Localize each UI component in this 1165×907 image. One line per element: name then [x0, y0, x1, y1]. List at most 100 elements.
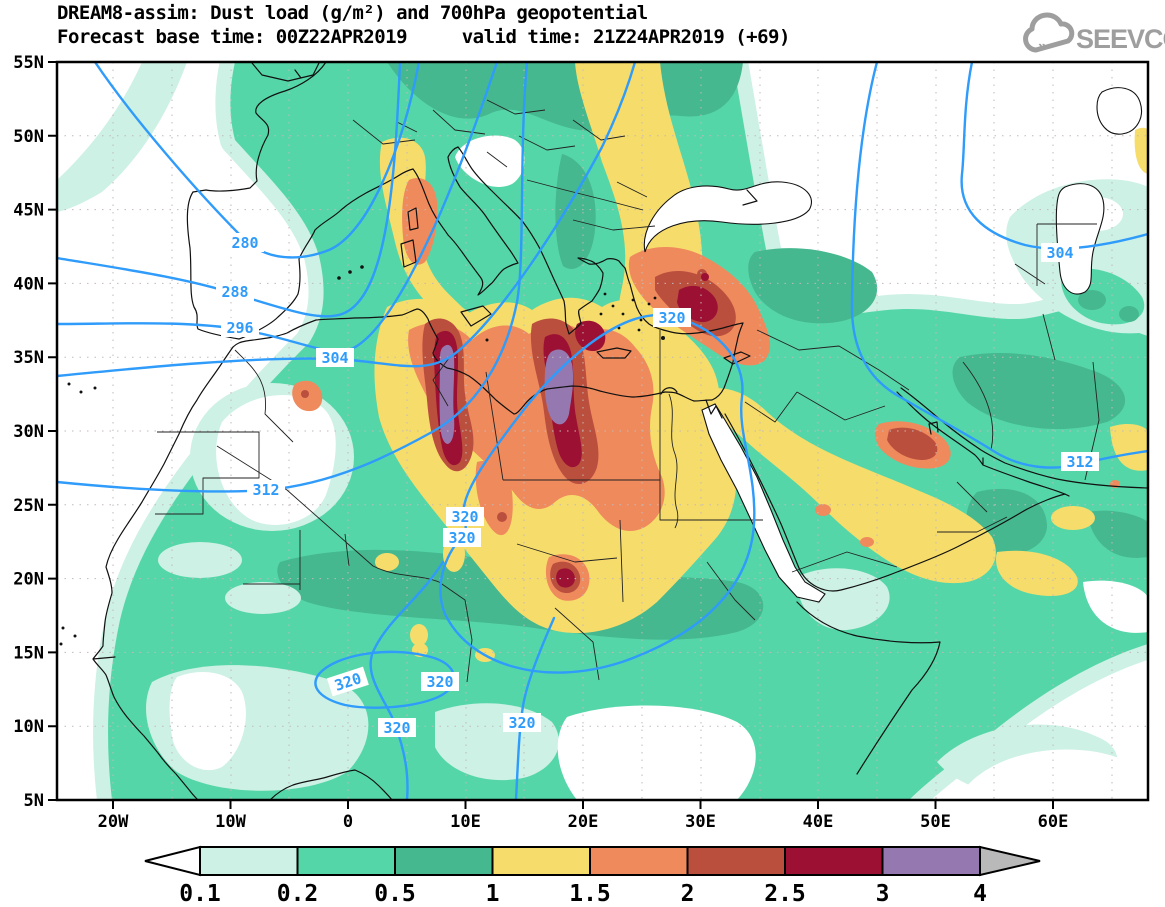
crimea-peninsula	[742, 189, 758, 206]
lat-label: 40N	[13, 274, 44, 294]
europe-borders	[352, 99, 656, 231]
lat-label: 30N	[13, 422, 44, 442]
page-title: DREAM8-assim: Dust load (g/m²) and 700hP…	[57, 2, 648, 24]
contour-label-312-west: 312	[247, 480, 285, 499]
sicily	[460, 305, 492, 327]
west-africa-coast	[92, 346, 234, 800]
aegean-islands	[59, 265, 665, 646]
caspian-sea	[1055, 183, 1105, 295]
logo-text: SEEVCCC	[1076, 24, 1165, 54]
colorbar-tick: 0.2	[277, 881, 319, 907]
seevccc-logo: » SEEVCCC	[1023, 12, 1165, 55]
lon-axis: 20W 10W 0 10E 20E 30E 40E 50E 60E	[98, 812, 1069, 832]
contour-label-288: 288	[216, 282, 254, 301]
contour-label-296: 296	[221, 318, 259, 337]
lon-label: 20W	[98, 812, 129, 832]
colorbar-tick: 1.5	[569, 881, 611, 907]
lat-label: 20N	[13, 570, 44, 590]
sahara-borders	[155, 330, 763, 683]
lon-label: 60E	[1038, 812, 1069, 832]
svg-text:280: 280	[231, 234, 258, 252]
svg-text:312: 312	[1066, 453, 1093, 471]
crete	[596, 347, 632, 359]
svg-text:304: 304	[321, 349, 348, 367]
colorbar-tick: 1	[486, 881, 500, 907]
colorbar-tick: 3	[876, 881, 890, 907]
colorbar-tick: 2.5	[764, 881, 806, 907]
lat-label: 35N	[13, 348, 44, 368]
contour-label-320-south-d: 320	[503, 713, 541, 732]
lon-label: 30E	[685, 812, 716, 832]
svg-text:296: 296	[226, 319, 253, 337]
contour-label-320-aegean: 320	[653, 308, 691, 327]
lon-label: 50E	[920, 812, 951, 832]
contour-label-304-west: 304	[316, 348, 354, 367]
colorbar-cell	[589, 846, 689, 876]
colorbar-cell	[881, 846, 981, 876]
colorbar-tick: 2	[681, 881, 695, 907]
north-africa-coast	[232, 308, 666, 415]
graticule	[57, 62, 1148, 800]
contour-labels: 280 288 296 304 312 320 320 320 304 312 …	[216, 233, 1099, 737]
italy-coast	[412, 146, 519, 296]
iberia-coast	[186, 168, 414, 340]
lon-label: 40E	[803, 812, 834, 832]
lon-label: 10E	[450, 812, 481, 832]
lat-label: 10N	[13, 717, 44, 737]
france-west-coast	[192, 62, 327, 193]
mideast-borders	[744, 223, 1100, 573]
contour-label-280: 280	[226, 233, 264, 252]
lat-axis: 55N 50N 45N 40N 35N 30N 25N 20N 15N 10N …	[13, 53, 44, 811]
colorbar-cell	[784, 846, 884, 876]
svg-text:320: 320	[426, 673, 453, 691]
svg-text:312: 312	[252, 481, 279, 499]
colorbar-tick: 4	[973, 881, 987, 907]
gulf-of-guinea-coast	[269, 769, 393, 800]
lat-label: 5N	[24, 791, 44, 811]
svg-text:320: 320	[451, 508, 478, 526]
england-coast	[251, 62, 320, 82]
contour-label-320-center-b: 320	[443, 528, 481, 547]
corsica	[407, 207, 419, 231]
colorbar-under-arrow	[144, 845, 201, 877]
cyprus	[723, 351, 751, 365]
colorbar-cell	[394, 846, 494, 876]
map-plot-area: 280 288 296 304 312 320 320 320 304 312 …	[57, 62, 1148, 800]
contour-label-320-south-b: 320	[421, 672, 459, 691]
aral-sea	[1096, 87, 1142, 135]
arabia-coast	[705, 399, 1066, 592]
colorbar-over-arrow	[979, 845, 1041, 877]
cloud-icon: »	[1023, 12, 1075, 55]
colorbar-cell	[686, 846, 786, 876]
lat-label: 55N	[13, 53, 44, 73]
colorbar-tick-labels: 0.1 0.2 0.5 1 1.5 2 2.5 3 4	[179, 881, 987, 907]
lat-label: 25N	[13, 496, 44, 516]
lat-label: 15N	[13, 643, 44, 663]
lat-label: 45N	[13, 201, 44, 221]
horn-of-africa-coast	[796, 601, 941, 775]
no-dust-holes	[169, 135, 1148, 800]
colorbar-tick: 0.5	[374, 881, 416, 907]
contour-label-320-south-c: 320	[378, 718, 416, 737]
lon-label: 10W	[215, 812, 246, 832]
black-sea	[643, 181, 812, 253]
colorbar-tick: 0.1	[179, 881, 221, 907]
balkan-greece-coast	[457, 146, 626, 335]
lon-ticks	[112, 800, 1054, 809]
svg-text:288: 288	[221, 283, 248, 301]
svg-text:»: »	[1038, 38, 1047, 55]
contour-label-304-northeast: 304	[1041, 243, 1079, 262]
svg-text:304: 304	[1046, 244, 1073, 262]
svg-text:320: 320	[658, 309, 685, 327]
contour-label-312-east: 312	[1061, 452, 1099, 471]
lat-ticks	[48, 61, 57, 801]
page-subtitle: Forecast base time: 00Z22APR2019 valid t…	[57, 26, 790, 48]
dust-ne-dark-dots	[1078, 290, 1139, 322]
coastlines	[92, 62, 1148, 800]
colorbar-cell	[199, 846, 299, 876]
colorbar: 0.1 0.2 0.5 1 1.5 2 2.5 3 4	[144, 845, 1041, 907]
colorbar-cell	[296, 846, 396, 876]
contour-label-320-center-a: 320	[446, 507, 484, 526]
